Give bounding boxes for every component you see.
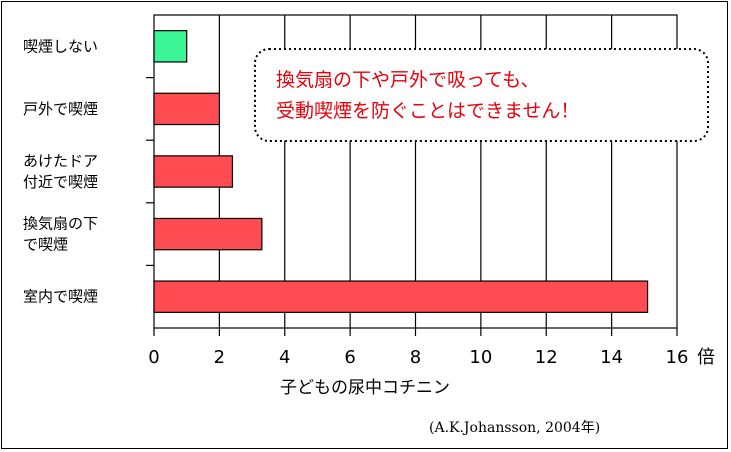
x-tick-label: 0 (148, 347, 159, 368)
bar (153, 30, 188, 63)
x-tick-label: 10 (469, 347, 492, 368)
x-tick-label: 8 (410, 347, 421, 368)
x-tick-label: 2 (214, 347, 225, 368)
x-tick-label: 12 (535, 347, 558, 368)
category-label: 喫煙しない (23, 37, 98, 55)
x-tick-label: 14 (600, 347, 623, 368)
x-axis-ticks: 0 2 4 6 8 10 12 14 16 (148, 328, 688, 368)
category-label: あけたドア付近で喫煙 (23, 152, 98, 191)
annotation-line-1: 換気扇の下や戸外で吸っても、 (276, 69, 540, 91)
annotation-line-2: 受動喫煙を防ぐことはできません！ (276, 100, 579, 122)
bar (153, 155, 234, 188)
x-axis-unit: 倍 (697, 347, 715, 368)
x-tick-label: 4 (279, 347, 290, 368)
source-citation: (A.K.Johansson, 2004年) (429, 420, 600, 436)
category-label: 換気扇の下で喫煙 (23, 215, 98, 254)
y-axis-ticks (146, 76, 154, 266)
x-tick-label: 6 (344, 347, 355, 368)
x-tick-label: 16 (666, 347, 689, 368)
bar (153, 92, 220, 126)
annotation-box (254, 48, 709, 142)
category-label: 戸外で喫煙 (23, 100, 98, 118)
x-axis-title: 子どもの尿中コチニン (280, 378, 450, 398)
bars (153, 30, 649, 313)
annotation-callout: 換気扇の下や戸外で吸っても、 受動喫煙を防ぐことはできません！ (254, 48, 709, 142)
bar (153, 280, 649, 313)
category-label: 室内で喫煙 (23, 288, 98, 306)
bar (153, 217, 263, 251)
